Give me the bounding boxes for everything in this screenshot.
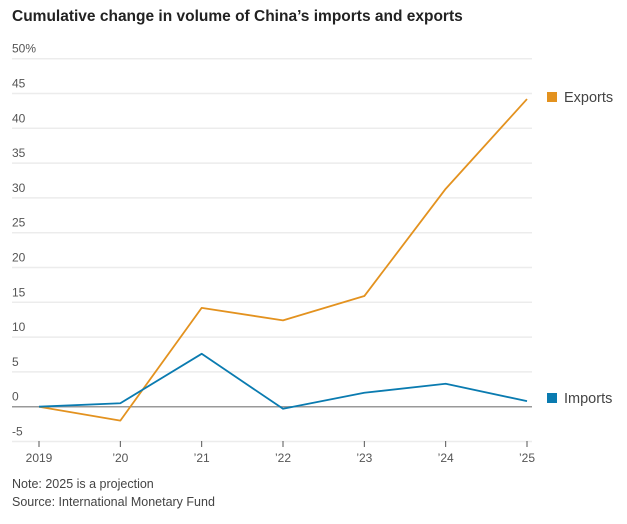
- x-tick-label: 2019: [26, 451, 53, 465]
- y-tick-label: -5: [12, 425, 23, 439]
- legend-label-exports: Exports: [564, 90, 613, 106]
- y-tick-label: 10: [12, 320, 26, 334]
- x-tick-label: ’24: [438, 451, 454, 465]
- y-tick-label: 30: [12, 181, 26, 195]
- series-line-imports: [38, 352, 528, 410]
- legend-swatch-exports: [547, 92, 557, 102]
- y-tick-label: 40: [12, 111, 26, 125]
- y-tick-label: 15: [12, 285, 26, 299]
- y-tick-label: 20: [12, 251, 26, 265]
- legend-label-imports: Imports: [564, 391, 612, 407]
- x-tick-label: ’21: [194, 451, 210, 465]
- y-tick-label: 0: [12, 390, 19, 404]
- y-tick-label: 45: [12, 77, 26, 91]
- x-tick-label: ’23: [356, 451, 372, 465]
- y-tick-label: 25: [12, 216, 26, 230]
- y-tick-label: 35: [12, 146, 26, 160]
- x-tick-label: ’22: [275, 451, 291, 465]
- y-tick-label: 50%: [12, 42, 36, 56]
- chart-source: Source: International Monetary Fund: [12, 495, 215, 509]
- y-tick-label: 5: [12, 355, 19, 369]
- legend-swatch-imports: [547, 393, 557, 403]
- x-tick-label: ’25: [519, 451, 535, 465]
- chart-title: Cumulative change in volume of China’s i…: [12, 8, 463, 25]
- chart-note: Note: 2025 is a projection: [12, 477, 154, 491]
- x-tick-label: ’20: [112, 451, 128, 465]
